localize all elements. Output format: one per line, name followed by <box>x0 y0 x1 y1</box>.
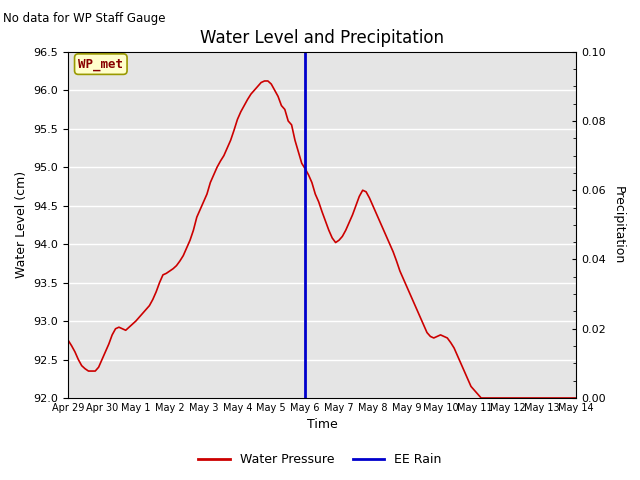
X-axis label: Time: Time <box>307 419 337 432</box>
Title: Water Level and Precipitation: Water Level and Precipitation <box>200 29 444 48</box>
Text: No data for WP Staff Gauge: No data for WP Staff Gauge <box>3 12 166 25</box>
Y-axis label: Water Level (cm): Water Level (cm) <box>15 171 28 278</box>
Text: WP_met: WP_met <box>78 58 124 71</box>
Legend: Water Pressure, EE Rain: Water Pressure, EE Rain <box>193 448 447 471</box>
Y-axis label: Precipitation: Precipitation <box>612 186 625 264</box>
